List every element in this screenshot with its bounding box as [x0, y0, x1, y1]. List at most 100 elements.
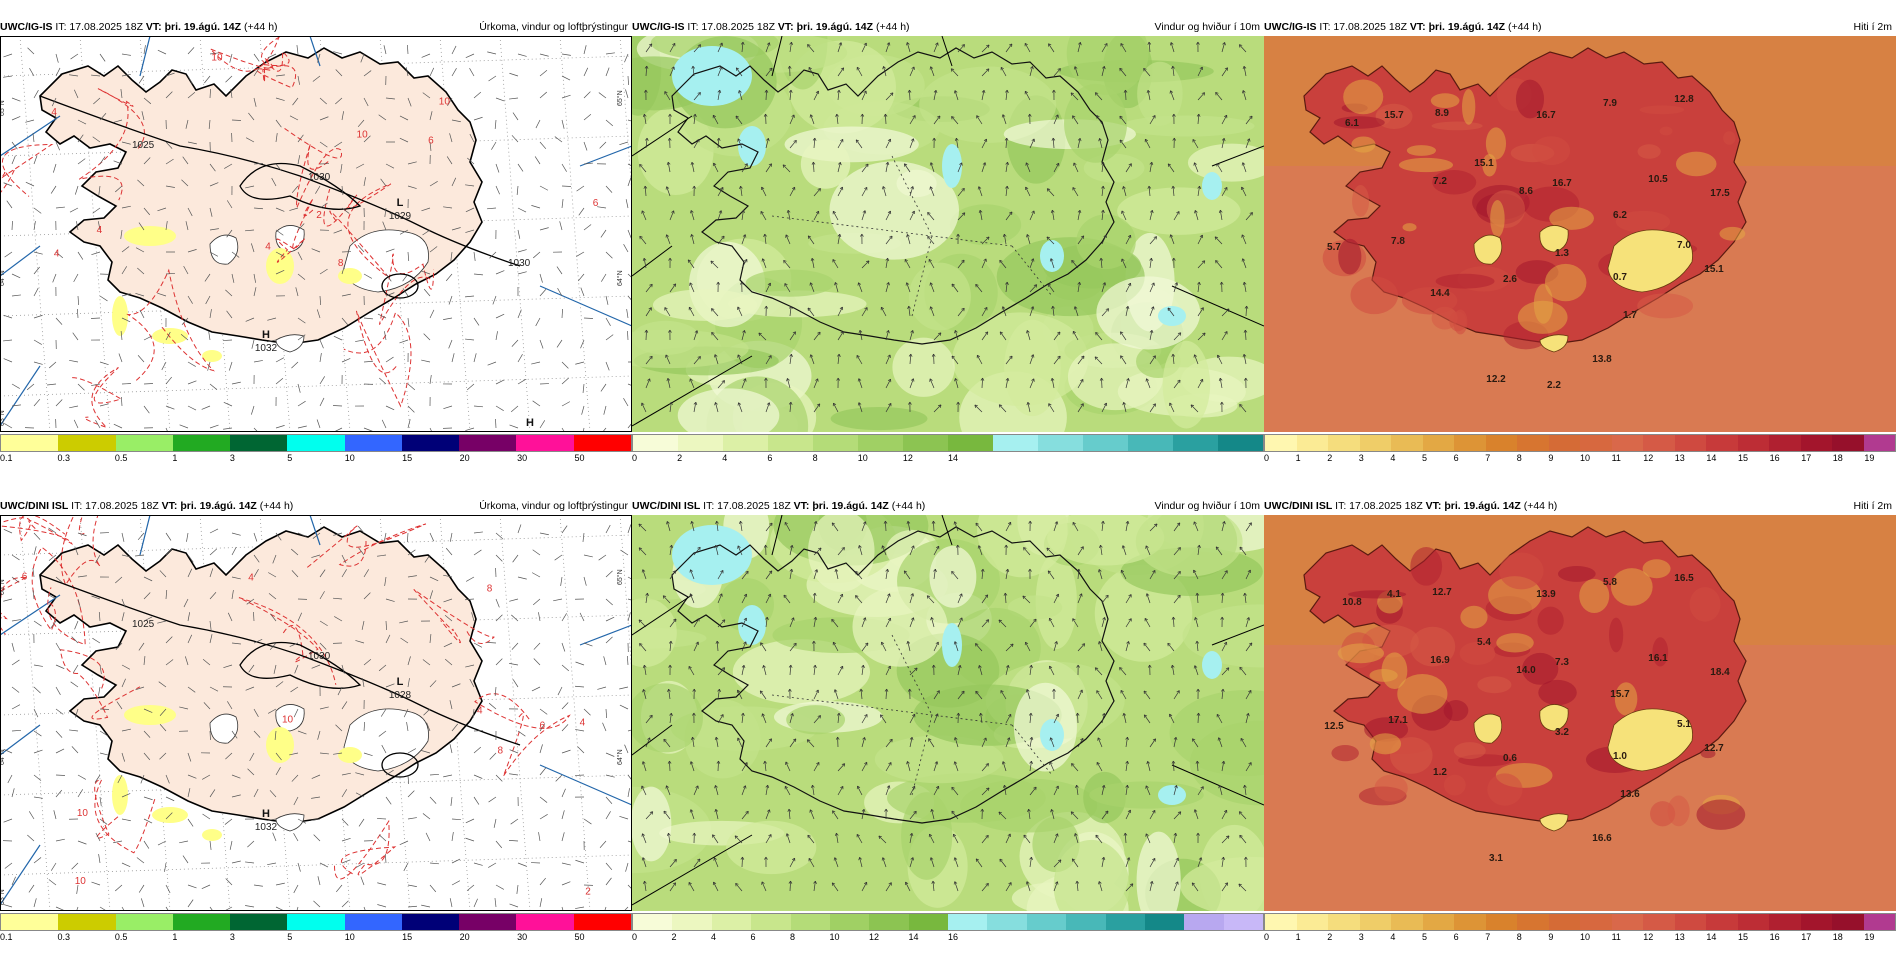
temp-contour-label: 10 [77, 808, 89, 819]
colorbar-tick-label: 0.5 [115, 932, 128, 942]
panel-title: Vindur og hviður í 10m [1155, 497, 1260, 515]
temp-patch [1639, 105, 1684, 114]
colorbar-swatch [1643, 435, 1675, 451]
colorbar-tick-label: 10 [858, 453, 868, 463]
temp-patch [1611, 568, 1653, 606]
panel-header: UWC/IG-IS IT: 17.08.2025 18Z VT: þri. 19… [1264, 18, 1896, 36]
colorbar-tick-label: 15 [402, 453, 412, 463]
temperature-value: 15.7 [1610, 689, 1630, 700]
colorbar-swatch [116, 435, 173, 451]
pressure-center-letter: H [262, 808, 270, 820]
wind-speed-patch [726, 821, 816, 874]
colorbar-swatch [1486, 914, 1518, 930]
valid-time: þri. 19.ágú. 14Z [797, 21, 873, 33]
colorbar-tick-label: 18 [1833, 453, 1843, 463]
colorbar-swatch [1832, 435, 1864, 451]
map-base: L1028H1032102510301010864648410265°N64°N… [0, 515, 632, 911]
temp-contour-label: 4 [97, 225, 103, 236]
valid-time-label: VT: [146, 21, 162, 33]
colorbar-tick-label: 10 [345, 453, 355, 463]
pressure-center-letter: H [262, 329, 270, 341]
colorbar-swatch [230, 914, 287, 930]
colorbar-swatch [459, 435, 516, 451]
wind-speed-patch [632, 787, 671, 862]
colorbar-swatch [1486, 435, 1518, 451]
temperature-value: 7.8 [1391, 236, 1405, 247]
temp-patch [1609, 618, 1623, 653]
colorbar-tick-label: 11 [1612, 453, 1621, 463]
lead-time: (+44 h) [1524, 500, 1558, 512]
colorbar-swatch [1454, 435, 1486, 451]
wind-speed-patch [1120, 116, 1254, 137]
temp-patch [1462, 89, 1475, 125]
temp-patch [1696, 799, 1745, 829]
temp-patch [1499, 552, 1544, 589]
colorbar-tick-label: 0.3 [57, 453, 70, 463]
colorbar-swatch [1360, 435, 1392, 451]
temp-patch [1660, 127, 1673, 136]
temperature-value: 6.1 [1345, 118, 1359, 129]
wind-speed-patch [901, 792, 952, 880]
colorbar-swatch [1423, 914, 1455, 930]
temperature-value: 16.1 [1648, 653, 1668, 664]
colorbar-swatch [768, 435, 813, 451]
temp-patch [1331, 745, 1359, 761]
temperature-value: 1.7 [1623, 310, 1637, 321]
temperature-value: 3.1 [1489, 853, 1503, 864]
temperature-value: 15.7 [1384, 110, 1404, 121]
temperature-value: 4.1 [1387, 589, 1401, 600]
wind-speed-patch [1163, 341, 1210, 429]
colorbar-tick-label: 6 [1454, 932, 1459, 942]
temp-contour-label: 8 [498, 745, 504, 756]
colorbar-tick-label: 3 [230, 453, 235, 463]
pressure-center-value: 1032 [255, 343, 278, 354]
temp-patch [1477, 676, 1511, 693]
map-svg [632, 36, 1264, 432]
colorbar-swatch [58, 914, 115, 930]
colorbar-swatch [1580, 435, 1612, 451]
temp-patch [1351, 276, 1399, 314]
temp-contour-label: 2 [316, 210, 322, 221]
temp-patch [1338, 643, 1384, 663]
temp-patch [1432, 121, 1483, 130]
colorbar-swatch [751, 914, 790, 930]
colorbar-swatch [574, 914, 631, 930]
colorbar-swatch [1769, 914, 1801, 930]
colorbar-tick-label: 0.1 [0, 932, 13, 942]
colorbar-swatch [830, 914, 869, 930]
temperature-value: 18.4 [1710, 667, 1730, 678]
colorbar-tick-label: 9 [1548, 932, 1553, 942]
gust-patch [672, 525, 752, 585]
precip-patch [338, 747, 362, 763]
colorbar-tick-label: 30 [517, 453, 527, 463]
temp-contour-label: 10 [75, 876, 87, 887]
pressure-center-value: 1032 [255, 822, 278, 833]
gust-patch [1040, 240, 1064, 272]
latitude-label: 63°N [0, 889, 6, 905]
colorbar-tick-label: 14 [1706, 932, 1716, 942]
temperature-value: 2.6 [1503, 274, 1517, 285]
valid-time-label: VT: [794, 500, 810, 512]
precip-patch [112, 775, 128, 815]
colorbar-swatch [1738, 914, 1770, 930]
wind-speed-patch [746, 269, 835, 296]
temperature-value: 17.1 [1388, 715, 1408, 726]
temp-patch [1496, 633, 1534, 652]
panel-header: UWC/DINI ISL IT: 17.08.2025 18Z VT: þri.… [632, 497, 1264, 515]
colorbar-tick-label: 5 [287, 453, 292, 463]
model-name: UWC/IG-IS [0, 21, 53, 33]
wind-speed-patch [1117, 187, 1240, 234]
colorbar-swatch [345, 435, 402, 451]
model-name: UWC/DINI ISL [1264, 500, 1332, 512]
temperature-value: 15.1 [1704, 264, 1724, 275]
colorbar [632, 913, 1264, 931]
colorbar-swatch [58, 435, 115, 451]
colorbar-swatch [1864, 914, 1896, 930]
wind-speed-patch [892, 338, 954, 397]
colorbar-tick-label: 30 [517, 932, 527, 942]
colorbar-swatch [993, 435, 1038, 451]
colorbar-swatch [1675, 435, 1707, 451]
temperature-value: 10.5 [1648, 174, 1668, 185]
temp-patch [1370, 733, 1401, 754]
colorbar-tick-label: 10 [1580, 453, 1590, 463]
